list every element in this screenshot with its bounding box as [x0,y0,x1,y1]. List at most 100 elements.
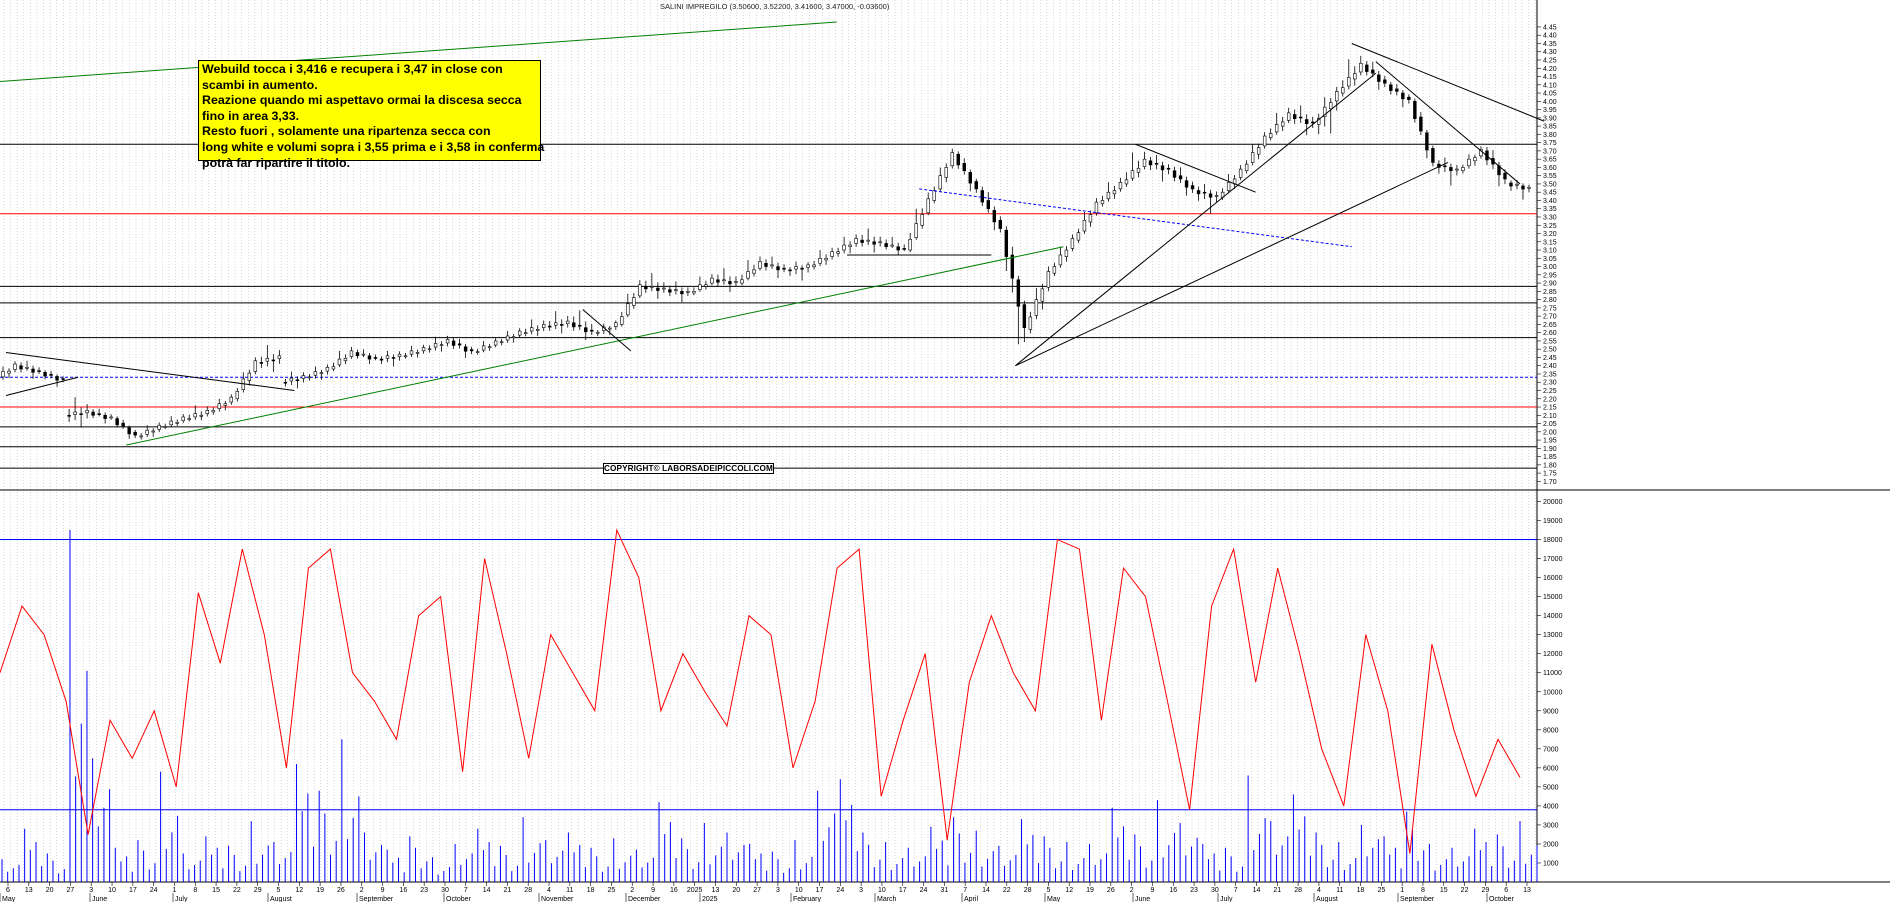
candle-body [1371,69,1375,74]
volume-tick-label: 12000 [1543,651,1563,658]
comment-line: scambi in aumento. [202,77,318,92]
candle-body [1256,147,1261,155]
price-tick-label: 2.75 [1543,305,1557,312]
x-axis: 6 13 20 27 3 10 17 24 1 8 15 22 29 5 12 19 26 2 9 16 23 30 7 14… [0,882,1531,902]
x-tick-label: 25 [608,887,616,894]
candle-body [920,214,924,226]
price-tick-label: 2.95 [1543,272,1557,279]
candle-body [764,262,768,267]
month-label: July [175,896,188,902]
candle-body [1040,288,1045,302]
comment-line: long white e volumi sopra i 3,55 prima e… [202,139,545,154]
candle-body [1299,116,1303,119]
candle-body [121,422,125,427]
volume-tick-label: 16000 [1543,575,1563,582]
x-tick-label: 22 [1003,887,1011,894]
candle-body [1329,102,1333,110]
candle-body [1431,148,1435,163]
candle-body [638,284,642,297]
price-tick-label: 2.70 [1543,314,1557,321]
candle-body [259,362,264,364]
candle-body [1323,106,1327,117]
candle-body [818,258,822,264]
price-tick-label: 3.30 [1543,214,1557,221]
x-tick-label: 7 [963,887,967,894]
candle-body [313,371,318,376]
candle-body [229,396,233,403]
price-tick-label: 4.30 [1543,49,1557,56]
x-tick-label: 26 [337,887,345,894]
price-tick-label: 2.50 [1543,347,1557,354]
x-tick-label: 1 [173,887,177,894]
candle-body [1124,179,1129,185]
month-label: June [1135,896,1150,902]
candle-body [806,264,810,268]
price-tick-label: 3.95 [1543,107,1557,114]
x-tick-label: 21 [1273,887,1281,894]
price-tick-label: 1.70 [1543,479,1557,486]
price-tick-label: 2.85 [1543,289,1557,296]
candle-body [1268,133,1273,138]
candle-body [1419,116,1423,132]
candle-body [1028,316,1033,330]
candle-body [620,316,624,325]
x-tick-label: 3 [89,887,93,894]
candle-body [331,366,336,370]
x-tick-label: 12 [295,887,303,894]
x-tick-label: 9 [651,887,655,894]
candle-body [1046,271,1051,288]
candle-body [578,324,582,327]
candle-body [307,376,312,379]
candle-body [836,251,840,254]
trend-line [126,246,1064,446]
price-tick-label: 2.05 [1543,421,1557,428]
candle-body [1136,167,1141,173]
candle-body [1365,64,1369,72]
candle-body [878,241,882,244]
candle-body [517,330,522,336]
candle-body [115,418,119,426]
candle-body [1196,190,1201,195]
x-tick-label: 27 [753,887,761,894]
candle-body [1064,249,1069,257]
candle-body [7,370,11,374]
candle-body [13,363,17,370]
candle-body [926,198,930,214]
candle-body [283,381,288,384]
candle-body [590,329,594,332]
candle-body [295,379,300,382]
candle-body [505,335,510,341]
x-tick-label: 19 [1086,887,1094,894]
candle-body [1148,160,1153,166]
candle-body [1238,168,1243,178]
candle-body [752,269,756,274]
price-tick-label: 3.90 [1543,115,1557,122]
month-label: August [1316,896,1338,902]
volume-tick-label: 18000 [1543,537,1563,544]
candle-body [1383,79,1387,84]
candle-body [427,348,432,351]
x-tick-label: 1 [1400,887,1404,894]
x-tick-label: 17 [129,887,137,894]
candle-body [680,291,684,295]
x-tick-label: 23 [1190,887,1198,894]
x-tick-label: 11 [566,887,573,894]
month-label: November [541,896,574,902]
candle-body [890,244,894,247]
candle-body [163,426,167,428]
x-tick-label: 2025 [687,887,703,894]
candle-body [1443,165,1447,168]
candle-body [31,368,35,373]
candle-body [265,357,270,362]
volume-tick-label: 6000 [1543,765,1559,772]
candle-body [896,246,900,251]
candle-body [554,322,558,326]
candle-body [301,375,306,379]
candle-body [349,350,354,357]
candle-body [872,241,876,245]
candle-body [145,429,149,435]
candle-body [788,269,792,272]
price-tick-label: 3.80 [1543,132,1557,139]
x-tick-label: 24 [150,887,158,894]
